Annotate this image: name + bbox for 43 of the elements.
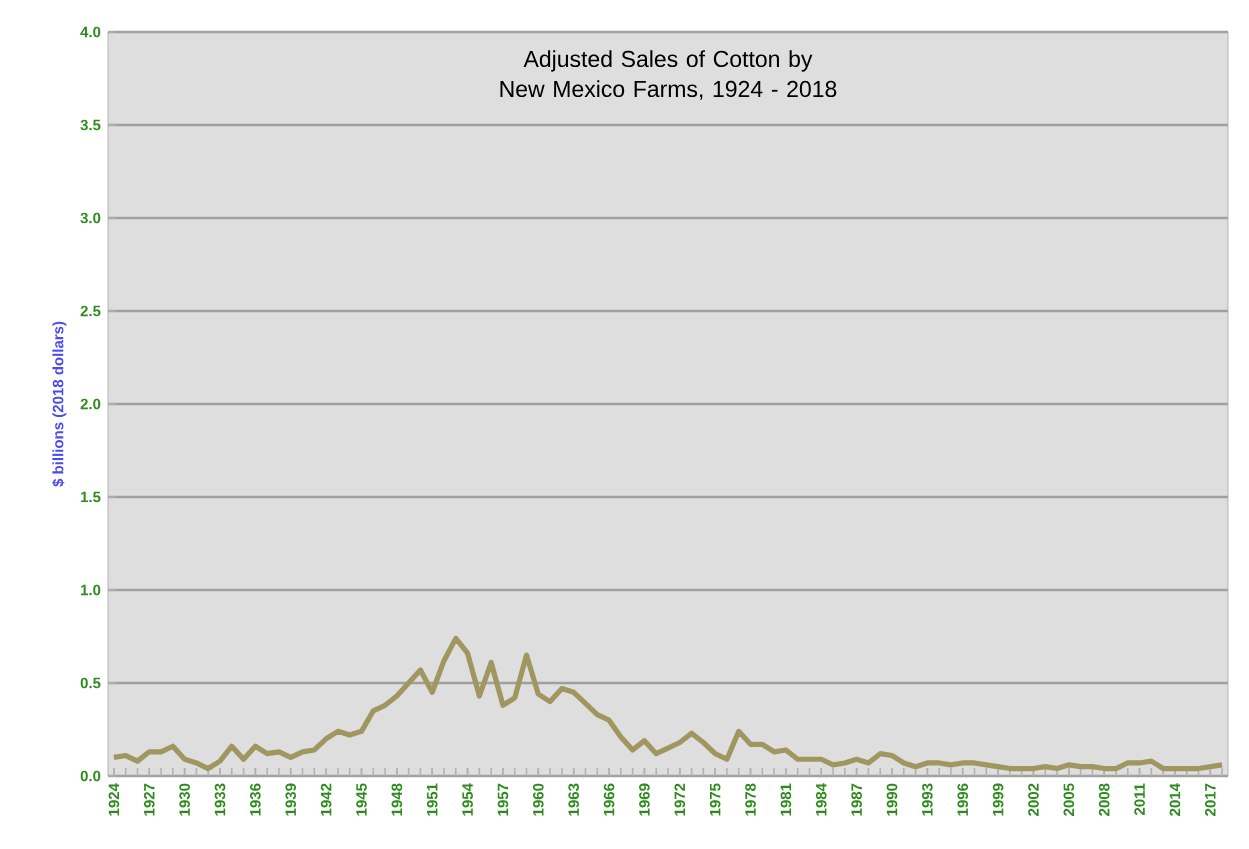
x-tick-label: 1984 [815, 783, 827, 816]
y-tick-label: 0.5 [80, 677, 101, 689]
x-tick-label: 1963 [568, 783, 579, 816]
x-tick-label: 2011 [1134, 783, 1145, 816]
x-tick-label: 2008 [1098, 783, 1110, 816]
x-tick-label: 1990 [886, 783, 898, 816]
x-tick-label: 1951 [426, 783, 438, 816]
x-tick-label: 1966 [603, 783, 615, 816]
x-tick-label: 1978 [745, 783, 756, 816]
x-tick-label: 1996 [957, 783, 969, 816]
x-tick-label: 1972 [674, 783, 686, 816]
x-tick-label: 1954 [462, 783, 473, 816]
x-tick-label: 1957 [497, 783, 509, 816]
x-tick-label: 1969 [639, 783, 650, 816]
x-tick-label: 2014 [1169, 783, 1181, 816]
y-tick-label: 1.5 [81, 491, 101, 503]
text: Adjusted Sales of Cotton by New Mexico Farms, 1924 - 2018 [500, 50, 837, 100]
x-tick-label: 1924 [108, 783, 120, 816]
y-tick-label: 3.0 [80, 212, 101, 224]
x-tick-label: 2005 [1063, 783, 1075, 816]
x-tick-label: 1942 [320, 783, 332, 816]
x-tick-label: 1933 [214, 783, 226, 816]
y-tick-label: 4.0 [80, 26, 101, 38]
y-tick-label: 2.0 [80, 398, 101, 410]
x-tick-label: 1948 [391, 783, 403, 816]
x-tick-label: 1945 [356, 783, 367, 816]
x-tick-label: 1981 [780, 783, 792, 816]
x-tick-label: 1987 [851, 783, 862, 816]
x-tick-label: 1936 [250, 783, 261, 816]
x-tick-label: 1993 [922, 783, 933, 816]
y-tick-label: 2.5 [80, 305, 101, 317]
x-tick-label: 1930 [179, 783, 190, 816]
x-tick-label: 1960 [533, 783, 544, 816]
x-tick-label: 1999 [992, 783, 1004, 816]
x-tick-label: 2017 [1204, 783, 1216, 816]
y-tick-label: 3.5 [80, 119, 101, 131]
y-axis-title: $ billions (2018 dollars) [52, 321, 67, 487]
x-tick-label: 2002 [1028, 783, 1039, 816]
y-tick-label: 1.0 [81, 584, 101, 596]
x-tick-label: 1939 [285, 783, 297, 816]
x-tick-label: 1975 [709, 783, 721, 816]
y-tick-label: 0.0 [80, 770, 101, 782]
x-tick-label: 1927 [143, 783, 155, 816]
